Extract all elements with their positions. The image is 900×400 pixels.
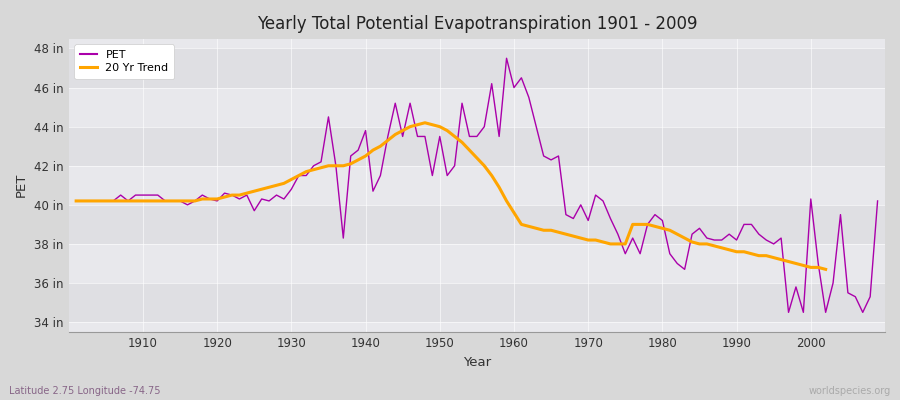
PET xyxy=(71,198,82,203)
Text: Latitude 2.75 Longitude -74.75: Latitude 2.75 Longitude -74.75 xyxy=(9,386,160,396)
PET xyxy=(783,310,794,315)
20 Yr Trend xyxy=(412,122,423,127)
20 Yr Trend xyxy=(724,248,734,252)
PET xyxy=(516,76,526,80)
Bar xyxy=(68,127,885,166)
PET xyxy=(501,56,512,61)
Title: Yearly Total Potential Evapotranspiration 1901 - 2009: Yearly Total Potential Evapotranspiratio… xyxy=(256,15,698,33)
20 Yr Trend xyxy=(234,193,245,198)
20 Yr Trend xyxy=(419,120,430,125)
20 Yr Trend xyxy=(71,198,82,203)
PET xyxy=(508,85,519,90)
Legend: PET, 20 Yr Trend: PET, 20 Yr Trend xyxy=(75,44,174,79)
20 Yr Trend xyxy=(664,228,675,233)
20 Yr Trend xyxy=(212,196,222,201)
PET xyxy=(605,216,616,221)
Bar xyxy=(68,48,885,88)
Line: 20 Yr Trend: 20 Yr Trend xyxy=(76,123,825,269)
Bar xyxy=(68,283,885,322)
PET xyxy=(293,173,304,178)
PET xyxy=(872,198,883,203)
20 Yr Trend xyxy=(605,242,616,246)
Text: worldspecies.org: worldspecies.org xyxy=(809,386,891,396)
Bar xyxy=(68,205,885,244)
PET xyxy=(338,236,348,240)
20 Yr Trend xyxy=(820,267,831,272)
Y-axis label: PET: PET xyxy=(15,173,28,198)
X-axis label: Year: Year xyxy=(463,356,491,369)
PET xyxy=(130,193,141,198)
Line: PET: PET xyxy=(76,58,878,312)
